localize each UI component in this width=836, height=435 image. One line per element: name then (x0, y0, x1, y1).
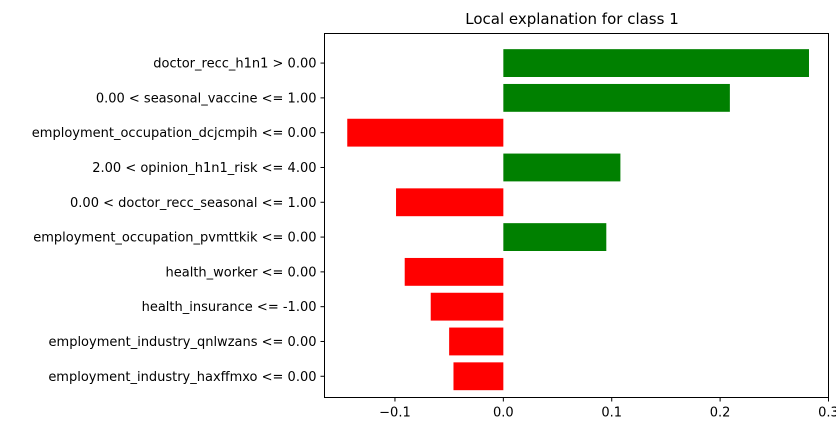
bar-6 (404, 257, 504, 286)
y-tick-label: 0.00 < doctor_recc_seasonal <= 1.00 (70, 196, 316, 211)
bar-2 (347, 118, 504, 147)
x-tick-label: 0.1 (601, 406, 622, 421)
chart-title: Local explanation for class 1 (465, 10, 679, 28)
bar-3 (503, 153, 621, 182)
y-tick-labels: doctor_recc_h1n1 > 0.00 0.00 < seasonal_v… (32, 57, 325, 385)
x-ticks: −0.1 0.0 0.1 0.2 0.3 (379, 397, 836, 421)
y-tick-label: 0.00 < seasonal_vaccine <= 1.00 (96, 91, 317, 106)
y-tick-label: health_worker <= 0.00 (166, 265, 317, 280)
y-tick-label: doctor_recc_h1n1 > 0.00 (153, 57, 316, 72)
x-tick-label: −0.1 (379, 406, 411, 421)
bar-4 (396, 188, 504, 217)
x-tick-label: 0.3 (818, 406, 836, 421)
bars-group (347, 49, 809, 391)
y-tick-label: employment_occupation_pvmttkik <= 0.00 (33, 231, 316, 246)
x-tick-label: 0.2 (710, 406, 731, 421)
y-tick-label: employment_industry_qnlwzans <= 0.00 (49, 335, 317, 350)
bar-1 (503, 83, 730, 112)
x-tick-label: 0.0 (493, 406, 514, 421)
y-tick-label: employment_occupation_dcjcmpih <= 0.00 (32, 126, 317, 141)
y-tick-label: 2.00 < opinion_h1n1_risk <= 4.00 (92, 161, 316, 176)
bar-8 (449, 327, 504, 356)
y-tick-label: employment_industry_haxffmxo <= 0.00 (48, 370, 316, 385)
y-tick-label: health_insurance <= -1.00 (142, 300, 317, 315)
bar-7 (430, 292, 504, 321)
bar-9 (453, 362, 504, 391)
bar-0 (503, 49, 809, 77)
bar-5 (503, 223, 607, 251)
plot-frame (324, 33, 829, 398)
